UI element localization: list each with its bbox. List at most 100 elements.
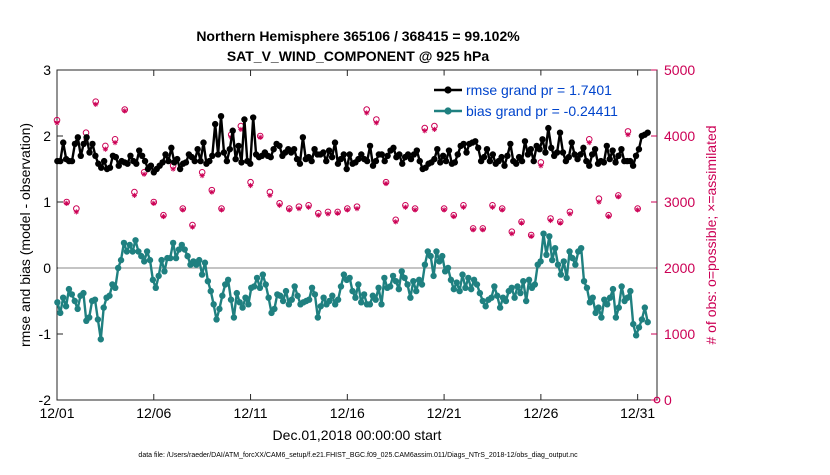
bias-point [97,336,104,343]
obs-assimilated-marker [480,227,486,233]
legend-box [429,75,653,123]
obs-assimilated-marker [606,213,612,220]
obs-assimilated-marker [489,204,496,210]
rmse-point [127,152,134,159]
rmse-point [439,152,447,159]
rmse-point [583,157,590,165]
obs-assimilated-marker [451,213,457,220]
bias-point [638,316,646,323]
obs-assimilated-marker [364,110,370,116]
bias-point [378,301,385,308]
rmse-point [629,162,637,169]
rmse-point [311,146,318,153]
obs-assimilated-marker [102,146,108,152]
obs-assimilated-marker [160,213,167,220]
bias-point [415,276,423,284]
bias-point [615,304,622,311]
rmse-point [334,160,342,167]
rmse-point [223,157,231,165]
bias-point [456,287,463,295]
rmse-point [632,152,640,159]
rmse-point [115,162,122,169]
rmse-point [548,144,555,152]
y2-tick-labels: 0 1000 2000 3000 4000 5000 [664,62,695,408]
bias-point [222,281,229,288]
rmse-point [527,146,535,153]
obs-assimilated-marker [354,206,360,212]
bias-point [407,294,414,301]
bias-point [580,278,588,285]
bias-point [557,271,565,278]
obs-assimilated-marker [567,211,573,217]
bias-point [424,248,431,255]
bias-point [375,284,382,291]
rmse-point [83,134,90,141]
bias-point [326,297,333,305]
bias-point [395,285,403,293]
rmse-point [138,152,146,159]
obs-assimilated-marker [64,200,70,206]
bias-point [624,294,631,301]
obs-assimilated-marker [538,163,544,169]
obs-assimilated-marker [596,199,602,205]
bias-point [126,241,133,249]
bias-point [285,301,293,308]
y2-tick-label: 0 [664,392,672,408]
bias-point [586,299,594,306]
bias-point [598,314,605,321]
bias-point [314,314,322,321]
obs-assimilated-marker [547,217,554,224]
rmse-point [209,152,216,159]
bias-point [502,297,510,305]
bias-point [563,274,570,282]
obs-assimilated-marker [528,233,534,239]
rmse-point [235,142,242,150]
rmse-point [507,140,514,148]
bias-point [184,252,191,260]
y-axis-label: rmse and bias (model - observation) [17,123,33,347]
rmse-point [518,157,526,165]
bias-point [444,264,452,272]
rmse-point [238,159,245,166]
bias-point [91,296,99,303]
chart-subtitle: SAT_V_WIND_COMPONENT @ 925 hPa [227,48,490,64]
bias-point [476,289,484,297]
bias-point [467,285,475,293]
rmse-point [366,142,374,150]
bias-point [496,304,504,311]
rmse-point [635,146,643,153]
rmse-point [609,147,616,154]
rmse-point [542,149,549,156]
legend-rmse-marker [444,86,452,94]
y-tick-label: -2 [39,392,52,408]
bias-point [201,259,209,266]
bias-point [612,314,620,321]
bias-point [329,292,336,299]
x-tick-label: 12/06 [136,405,171,421]
rmse-point [615,152,622,159]
bias-point [592,309,599,317]
obs-assimilated-marker [315,212,321,218]
obs-assimilated-marker [509,231,515,237]
bias-point [418,281,426,288]
obs-assimilated-marker [625,132,631,138]
rmse-point [606,155,613,163]
bias-point [372,296,379,303]
rmse-point [472,138,479,145]
bias-point [331,301,339,308]
rmse-point [100,157,108,165]
bias-point [577,245,585,252]
bias-point [630,320,637,328]
obs-assimilated-marker [557,220,563,226]
obs-assimilated-marker [383,180,389,187]
bias-point [644,318,651,326]
bias-point [514,283,521,290]
obs-assimilated-marker [141,171,147,177]
x-tick-labels: 12/01 12/06 12/11 12/16 12/21 12/26 12/31 [39,405,655,421]
bias-point [606,294,614,301]
bias-point [473,281,481,288]
bias-point [447,276,455,284]
bias-point [132,237,139,244]
rmse-point [524,151,532,158]
